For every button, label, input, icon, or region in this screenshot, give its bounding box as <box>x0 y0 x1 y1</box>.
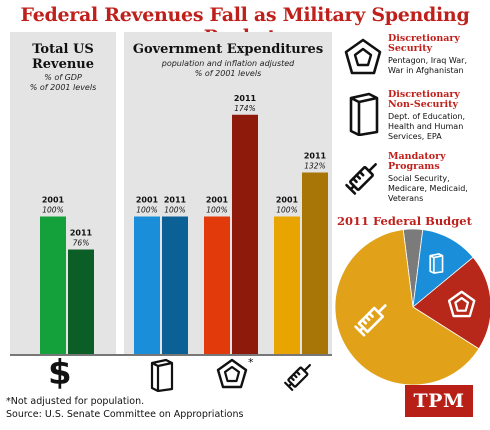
source-note: Source: U.S. Senate Committee on Appropr… <box>6 409 244 420</box>
bar-revenue-2001 <box>40 216 66 354</box>
chart-baseline <box>10 354 332 356</box>
revenue-panel-title-2: Revenue <box>31 57 95 72</box>
pie-book-icon <box>429 253 444 274</box>
revenue-panel-subtitle-1: % of GDP <box>44 73 82 82</box>
legend-desc-mandatory-2: Medicare, Medicaid, <box>388 184 468 193</box>
pie-slice-discretionary-security <box>412 256 490 350</box>
bar-revenue-2011 <box>68 249 94 354</box>
bar-year-label-expenditure-1-2001: 2001 <box>206 196 229 205</box>
bar-year-label-expenditure-1-2011: 2011 <box>234 94 257 103</box>
bar-year-label-expenditure-2-2011: 2011 <box>304 152 327 161</box>
bar-year-label-revenue-2011: 2011 <box>70 229 93 238</box>
bar-value-label-expenditure-2-2011: 132% <box>304 162 325 171</box>
book-icon <box>149 358 175 397</box>
bar-expenditure-0-2011 <box>162 216 188 354</box>
footnote: *Not adjusted for population. <box>6 396 145 407</box>
pie-slice-mandatory-programs <box>334 229 480 386</box>
legend-item-non-security: Discretionary Non-Security Dept. of Educ… <box>344 90 490 146</box>
legend-desc-non-security-3: Services, EPA <box>388 132 442 141</box>
legend-item-security: Discretionary Security Pentagon, Iraq Wa… <box>344 34 490 84</box>
syringe-icon <box>345 163 377 195</box>
pie-chart-title: 2011 Federal Budget <box>337 214 472 228</box>
legend-desc-security-2: War in Afghanistan <box>388 66 464 75</box>
bar-expenditure-0-2001 <box>134 216 160 354</box>
legend-head-security-1: Discretionary <box>388 33 460 44</box>
expenditure-panel-subtitle-1: population and inflation adjusted <box>161 59 295 68</box>
syringe-icon <box>283 358 317 397</box>
bar-year-label-revenue-2001: 2001 <box>42 196 65 205</box>
bar-expenditure-2-2001 <box>274 216 300 354</box>
bar-year-label-expenditure-2-2001: 2001 <box>276 196 299 205</box>
bar-year-label-expenditure-0-2011: 2011 <box>164 196 187 205</box>
legend-desc-non-security-2: Health and Human <box>388 122 464 131</box>
pie-pentagon-icon <box>447 290 476 318</box>
legend-desc-mandatory-3: Veterans <box>388 194 424 203</box>
expenditure-panel-title: Government Expenditures <box>132 42 324 57</box>
tpm-logo: TPM <box>405 385 473 417</box>
legend-desc-security-1: Pentagon, Iraq War, <box>388 56 468 65</box>
legend-desc-mandatory-1: Social Security, <box>388 174 450 183</box>
bar-value-label-expenditure-0-2011: 100% <box>164 206 185 215</box>
dollar-glyph: $ <box>48 353 72 393</box>
bar-value-label-revenue-2001: 100% <box>42 206 63 215</box>
expenditure-panel-subtitle-2: % of 2001 levels <box>194 69 262 78</box>
bar-expenditure-1-2011 <box>232 114 258 354</box>
legend-head-non-security-1: Discretionary <box>388 89 460 100</box>
bar-value-label-expenditure-1-2011: 174% <box>234 104 255 113</box>
legend-head-security-2: Security <box>388 43 433 54</box>
bar-expenditure-2-2011 <box>302 172 328 354</box>
book-icon <box>349 92 379 136</box>
legend-desc-non-security-1: Dept. of Education, <box>388 112 466 121</box>
bar-value-label-expenditure-2-2001: 100% <box>276 206 297 215</box>
legend-head-mandatory-1: Mandatory <box>388 151 446 162</box>
pentagon-icon <box>216 358 248 395</box>
legend-head-mandatory-2: Programs <box>388 161 440 172</box>
revenue-panel-subtitle-2: % of 2001 levels <box>29 83 97 92</box>
bar-value-label-revenue-2011: 76% <box>73 239 90 248</box>
revenue-panel-title-1: Total US <box>32 42 94 57</box>
pie-syringe-icon <box>354 304 387 337</box>
legend-head-non-security-2: Non-Security <box>388 99 458 110</box>
bar-expenditure-1-2001 <box>204 216 230 354</box>
asterisk-mark: * <box>248 356 254 369</box>
bar-value-label-expenditure-1-2001: 100% <box>206 206 227 215</box>
pentagon-icon <box>344 38 382 75</box>
bar-year-label-expenditure-0-2001: 2001 <box>136 196 159 205</box>
bar-value-label-expenditure-0-2001: 100% <box>136 206 157 215</box>
legend-item-mandatory: Mandatory Programs Social Security, Medi… <box>344 152 490 208</box>
dollar-icon: $ <box>48 356 72 390</box>
